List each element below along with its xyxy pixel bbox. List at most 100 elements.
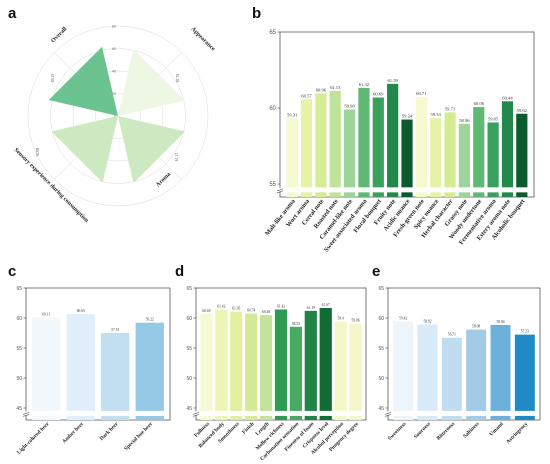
bar — [304, 310, 317, 411]
bar-stub — [490, 415, 511, 420]
bar — [514, 334, 535, 411]
bar — [516, 113, 528, 188]
bar — [417, 324, 438, 411]
x-category-label: Dark beer — [99, 421, 120, 442]
bar — [387, 83, 399, 188]
bar-value-label: 58.92 — [423, 319, 431, 323]
radar-grid-circle — [27, 25, 209, 207]
panel-letter-d: d — [175, 263, 184, 280]
bar — [372, 97, 384, 188]
radar-petal — [51, 116, 118, 183]
bar-chart-e: 45 50 55 60 65 59.42 Sweetness 58.92 Sourness 56.… — [378, 286, 541, 445]
plot-frame — [387, 287, 541, 421]
y-tick-label: 60 — [186, 316, 192, 322]
x-category-label: Astringency — [505, 421, 529, 445]
bar-stub — [289, 415, 303, 420]
bar-value-label: 56.71 — [448, 333, 456, 337]
bar-value-label: 61.05 — [232, 307, 240, 311]
bar-stub — [372, 192, 384, 197]
bar-value-label: 59.22 — [146, 318, 154, 322]
bar — [401, 119, 413, 188]
bar — [393, 321, 414, 411]
y-tick-label: 60 — [378, 316, 384, 322]
radar-value-label: 61.10 — [175, 74, 179, 83]
bar — [473, 107, 485, 188]
bar-value-label: 59.31 — [287, 112, 298, 117]
bar-value-label: 58.53 — [292, 322, 300, 326]
bar-value-label: 61.59 — [387, 78, 398, 83]
radar-petal — [118, 116, 186, 184]
axis-break-mark — [192, 414, 200, 417]
bar-value-label: 59.06 — [351, 319, 359, 323]
bar — [135, 322, 164, 411]
bar — [343, 109, 356, 188]
y-tick-label: 50 — [378, 376, 384, 382]
x-category-label: Sweetness — [387, 421, 408, 442]
y-tick-label: 50 — [186, 376, 192, 382]
bar-stub — [343, 192, 356, 197]
axis-break-mark — [384, 414, 392, 417]
bar-stub — [473, 192, 485, 197]
y-tick-label: 65 — [186, 286, 192, 292]
radar-tick-label: 40 — [112, 69, 116, 73]
bar-value-label: 61.19 — [307, 306, 315, 310]
radar-tick-label: 60 — [112, 47, 116, 51]
y-tick-label: 60 — [269, 106, 276, 112]
bar-stub — [319, 415, 332, 420]
bar — [101, 332, 130, 411]
radar-petal — [48, 46, 118, 116]
bar-value-label: 59.33 — [431, 112, 442, 117]
radar-value-label: 61.17 — [175, 153, 179, 162]
bar — [487, 122, 499, 188]
radar-category-label: Appearance — [190, 26, 216, 52]
radar-grid-circle — [50, 48, 186, 184]
bar-value-label: 61.32 — [359, 82, 370, 87]
bar — [32, 317, 61, 411]
bar-stub — [458, 192, 471, 197]
bar-value-label: 59.90 — [344, 104, 355, 109]
radar-tick-label: 0 — [114, 114, 116, 118]
bar-value-label: 59.62 — [517, 108, 528, 113]
bar-value-label: 59.4 — [337, 317, 343, 321]
bar — [200, 313, 213, 411]
bar-stub — [430, 192, 442, 197]
bar — [441, 337, 462, 411]
radar-category-label: Sensory experience during consumption — [13, 147, 90, 224]
bar-stub — [441, 415, 462, 420]
bar-value-label: 60.57 — [301, 93, 312, 98]
y-tick-label: 65 — [16, 286, 22, 292]
panel-letter-b: b — [252, 5, 261, 22]
bar-value-label: 60.65 — [77, 309, 85, 313]
axis-break-mark — [384, 412, 392, 415]
bar-stub — [358, 192, 370, 197]
bar-stub — [230, 415, 243, 420]
bar — [415, 97, 427, 188]
bar-stub — [387, 192, 399, 197]
bar — [334, 321, 347, 411]
y-tick-label: 55 — [186, 346, 192, 352]
radar-grid-circle — [72, 70, 164, 162]
bar-stub — [135, 415, 164, 420]
bar-value-label: 60.69 — [373, 92, 384, 97]
bar-value-label: 57.51 — [111, 328, 119, 332]
panel-letter-e: e — [372, 263, 380, 280]
y-tick-label: 55 — [16, 346, 22, 352]
bar-stub — [514, 415, 535, 420]
x-category-label: Special hue beer — [123, 421, 154, 452]
bar-stub — [286, 192, 298, 197]
radar-tick-label: 20 — [112, 92, 116, 96]
axis-break-mark — [192, 412, 200, 415]
bar-stub — [32, 415, 61, 420]
bar — [286, 118, 298, 188]
bar — [319, 307, 332, 411]
radar-value-label: 63.15 — [51, 74, 55, 83]
x-category-label: Amber beer — [61, 421, 85, 445]
bar — [349, 323, 362, 411]
bar — [289, 326, 303, 411]
bar — [501, 101, 514, 188]
bar-stub — [501, 192, 514, 197]
radar-tick-label: 80 — [112, 24, 116, 28]
bar-value-label: 57.23 — [521, 330, 529, 334]
radar-category-label: Aroma — [155, 172, 172, 189]
bar — [259, 315, 273, 411]
